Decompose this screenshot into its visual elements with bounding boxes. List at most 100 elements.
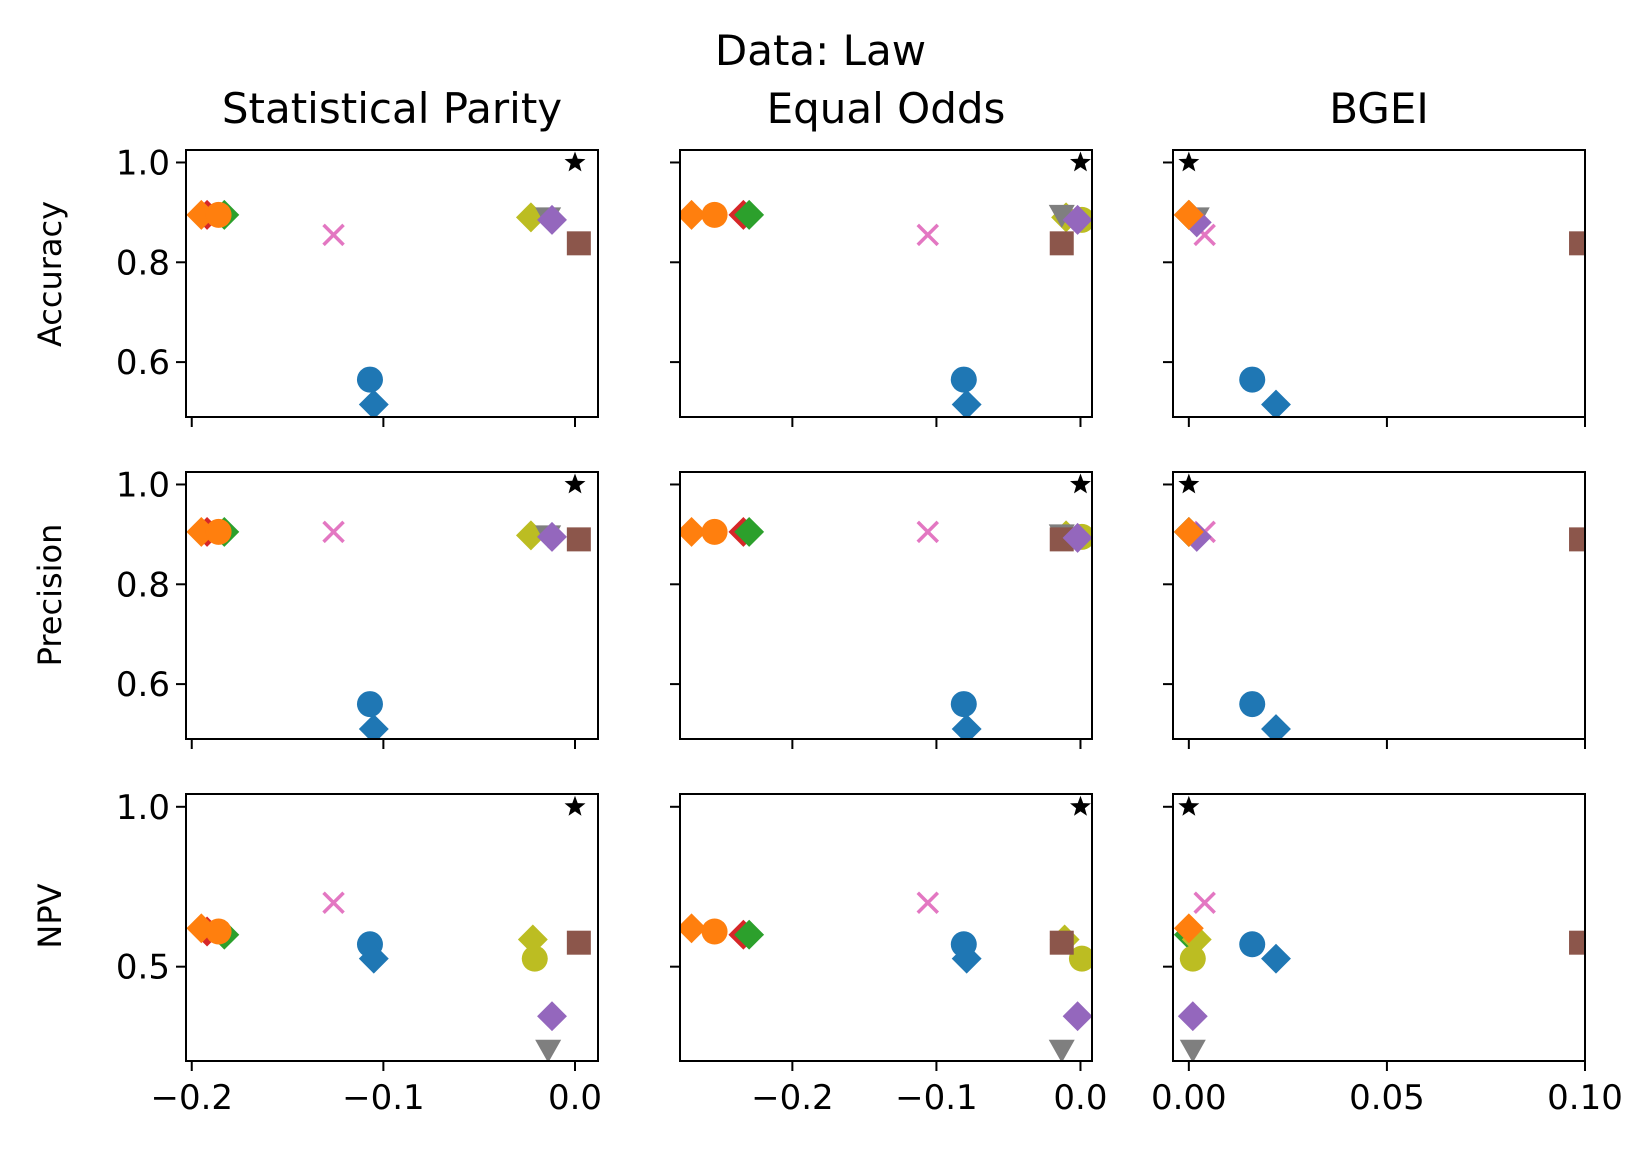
data-point-circle xyxy=(1239,366,1266,393)
data-point-diamond xyxy=(734,516,765,547)
data-point-diamond xyxy=(537,521,567,552)
data-point-star xyxy=(564,151,586,172)
data-point-diamond xyxy=(951,943,982,974)
data-point-diamond xyxy=(734,919,765,950)
x-tick-label: −0.2 xyxy=(150,1078,233,1118)
data-point-diamond xyxy=(358,389,389,417)
data-point-diamond xyxy=(1173,516,1204,547)
data-point-square xyxy=(1569,930,1585,955)
column-title-bgei: BGEI xyxy=(1329,84,1429,133)
x-tick-label: −0.1 xyxy=(342,1078,425,1118)
data-point-star xyxy=(564,473,586,494)
data-point-diamond xyxy=(1062,522,1092,553)
data-point-star xyxy=(1070,151,1091,172)
axes-frame xyxy=(679,471,1093,740)
x-tick-label: 0.0 xyxy=(548,1078,602,1118)
data-point-diamond xyxy=(358,943,389,974)
data-point-x xyxy=(916,891,940,914)
data-point-circle xyxy=(950,691,977,718)
data-point-triangle_down xyxy=(535,1039,562,1061)
data-point-x xyxy=(1193,891,1216,914)
x-tick-label: 0.0 xyxy=(1053,1078,1107,1118)
data-point-circle xyxy=(205,518,232,545)
panel-precision-statistical-parity: 0.6 0.8 1.0 xyxy=(116,465,599,749)
data-point-x xyxy=(322,891,345,914)
data-point-diamond xyxy=(1062,1001,1092,1032)
data-point-square xyxy=(1569,527,1585,552)
axes-frame xyxy=(1172,793,1586,1062)
data-point-star xyxy=(564,795,586,816)
data-point-x xyxy=(322,520,345,544)
data-point-x xyxy=(916,223,940,247)
data-point-square xyxy=(566,231,591,256)
panel-precision-equal-odds xyxy=(670,471,1093,749)
panel-npv-bgei: 0.00 0.05 0.10 xyxy=(1151,793,1623,1118)
data-point-circle xyxy=(1239,691,1266,718)
data-point-star xyxy=(1178,473,1200,494)
data-point-square xyxy=(566,527,591,552)
panel-npv-statistical-parity: 0.5 1.0 −0.2 −0.1 0.0 xyxy=(116,788,602,1118)
data-point-diamond xyxy=(1062,204,1092,235)
axes-frame xyxy=(185,471,599,740)
data-point-square xyxy=(566,930,591,955)
data-point-circle xyxy=(701,518,728,545)
data-point-diamond xyxy=(186,516,217,547)
data-point-diamond xyxy=(680,199,707,230)
data-point-circle xyxy=(950,366,977,393)
data-point-circle xyxy=(1068,945,1092,972)
y-tick-label: 1.0 xyxy=(116,143,170,183)
data-point-circle xyxy=(205,918,232,945)
data-point-triangle_down xyxy=(1048,204,1075,228)
data-point-square xyxy=(1049,930,1074,955)
data-point-diamond xyxy=(734,199,765,230)
y-tick-label: 1.0 xyxy=(116,465,170,505)
data-point-circle xyxy=(356,366,383,393)
data-point-diamond xyxy=(358,714,389,739)
axes-frame xyxy=(185,793,599,1062)
data-point-diamond xyxy=(1173,199,1204,230)
data-point-star xyxy=(1070,795,1091,816)
data-point-diamond xyxy=(1181,924,1212,955)
data-point-circle xyxy=(1239,931,1266,958)
axes-frame xyxy=(1172,149,1586,418)
y-tick-label: 0.5 xyxy=(116,948,170,988)
data-point-diamond xyxy=(1173,913,1204,944)
data-point-triangle_down xyxy=(1179,1039,1206,1061)
y-tick-label: 0.6 xyxy=(116,665,170,705)
data-point-diamond xyxy=(517,924,548,955)
data-point-circle xyxy=(205,201,232,228)
panel-precision-bgei xyxy=(1163,471,1586,749)
x-tick-label: −0.1 xyxy=(895,1078,978,1118)
axes-frame xyxy=(679,793,1093,1062)
panel-accuracy-bgei xyxy=(1163,149,1586,427)
data-point-square xyxy=(1569,231,1585,256)
data-point-star xyxy=(1178,795,1200,816)
data-point-x xyxy=(322,223,345,247)
y-tick-label: 0.8 xyxy=(116,243,170,283)
data-point-circle xyxy=(356,691,383,718)
data-point-circle xyxy=(701,201,728,228)
data-point-diamond xyxy=(1261,714,1291,739)
data-point-diamond xyxy=(1261,389,1291,417)
axes-frame xyxy=(185,149,599,418)
axes-frame xyxy=(1172,471,1586,740)
data-point-square xyxy=(1049,231,1074,256)
x-tick-label: 0.10 xyxy=(1547,1078,1623,1118)
column-title-statistical-parity: Statistical Parity xyxy=(221,84,563,133)
data-point-diamond xyxy=(1181,207,1212,238)
data-point-circle xyxy=(521,945,548,972)
data-point-diamond xyxy=(515,202,546,233)
panel-accuracy-equal-odds xyxy=(670,149,1093,427)
data-point-star xyxy=(1178,151,1200,172)
x-tick-label: 0.00 xyxy=(1151,1078,1227,1118)
x-tick-label: −0.2 xyxy=(751,1078,834,1118)
data-point-x xyxy=(916,520,940,544)
data-point-circle xyxy=(1179,945,1206,972)
data-point-diamond xyxy=(515,520,546,551)
panel-npv-equal-odds: −0.2 −0.1 0.0 xyxy=(670,793,1108,1118)
data-point-diamond xyxy=(537,1001,567,1032)
data-point-diamond xyxy=(1177,1001,1208,1032)
data-point-triangle_down xyxy=(1048,1039,1075,1061)
y-tick-label: 0.8 xyxy=(116,565,170,605)
